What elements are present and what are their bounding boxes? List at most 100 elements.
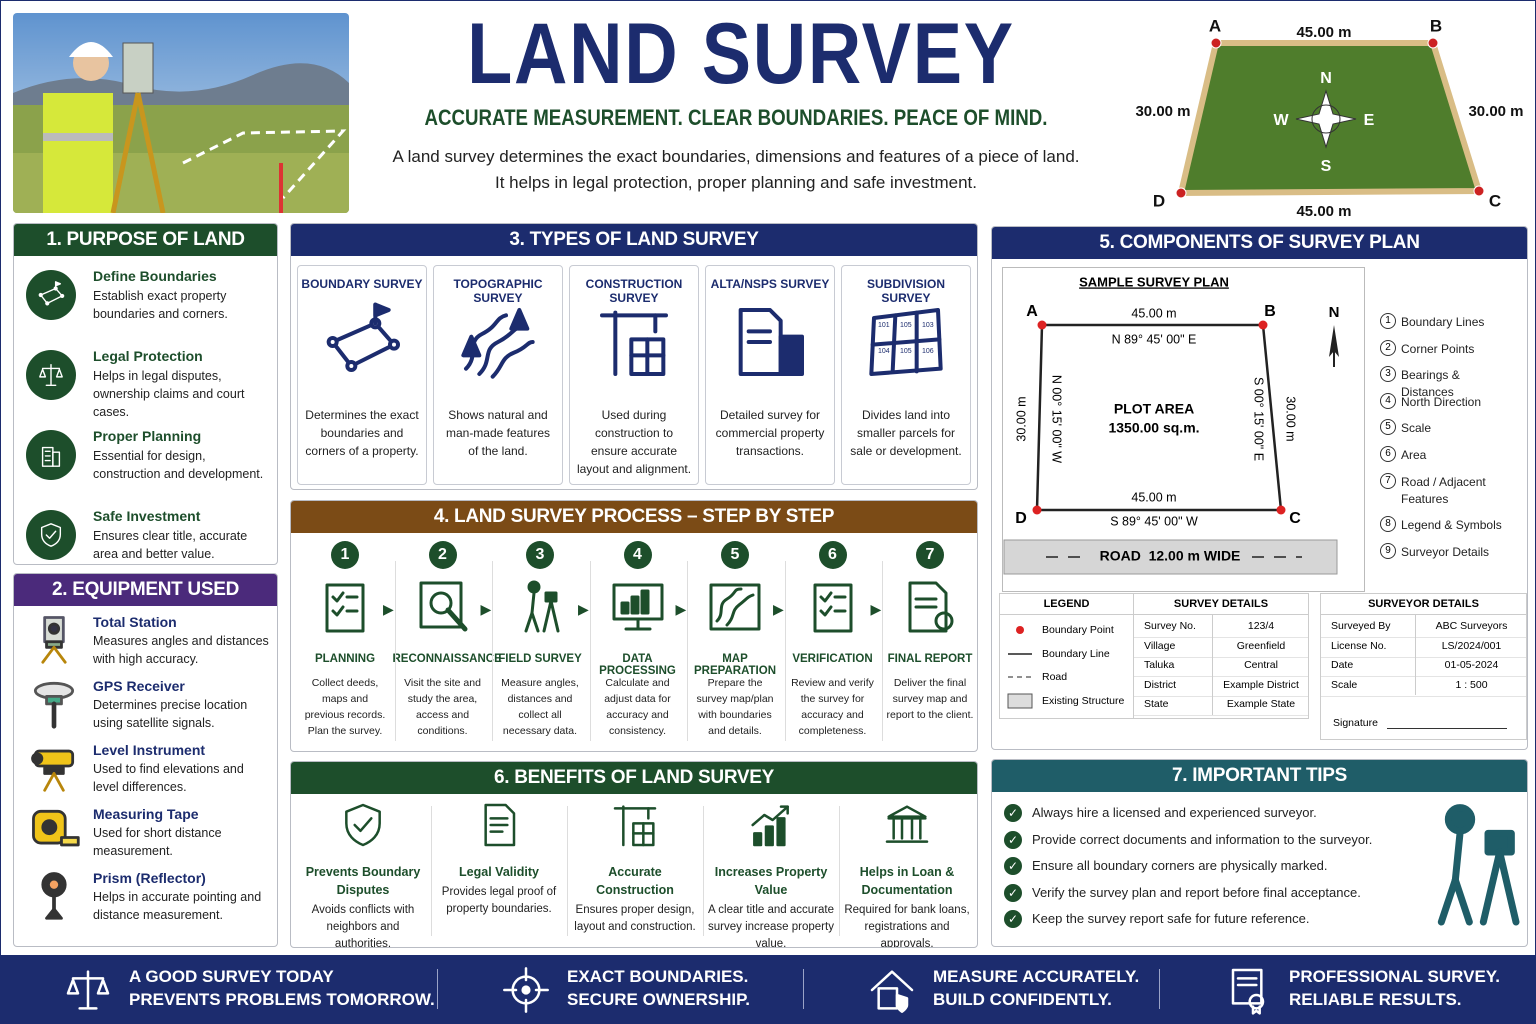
- divider: [567, 806, 568, 936]
- divider: [703, 806, 704, 936]
- graphic: [613, 805, 657, 847]
- table-rule: [1321, 614, 1526, 615]
- compass-ring: [1311, 104, 1341, 134]
- step-text: Calculate and adjust data for accuracy a…: [604, 677, 671, 737]
- graphic: [870, 970, 914, 992]
- parcel-label: 106: [922, 348, 934, 355]
- type-card: SUBDIVISION SURVEY Divides land into smal…: [841, 265, 971, 485]
- footer-text: SECURE OWNERSHIP.: [567, 990, 750, 1009]
- graphic: [819, 591, 832, 603]
- step-divider: [394, 561, 396, 741]
- table-row-rule: [1134, 695, 1308, 697]
- step: 3 FIELD SURVEY Measure angles, distances a…: [492, 541, 588, 741]
- parcel-label: 104: [878, 348, 890, 355]
- plan-label: S 89° 45' 00" W: [1110, 514, 1198, 528]
- benefit: Legal Validity Provides legal proof of pr…: [433, 800, 565, 942]
- graphic: [1451, 876, 1473, 926]
- icon: [26, 610, 82, 671]
- table-row-rule: [1321, 695, 1526, 697]
- main-title: LAND SURVEY: [467, 6, 1015, 102]
- graphic: [445, 607, 467, 632]
- graphic: [600, 310, 668, 376]
- footer-text: PREVENTS PROBLEMS TOMORROW.: [129, 990, 435, 1009]
- step-divider: [687, 561, 688, 741]
- section-title: 5. COMPONENTS OF SURVEY PLAN: [992, 227, 1527, 259]
- graphic: [887, 805, 927, 818]
- graphic: [43, 93, 113, 213]
- corner-point: [1032, 505, 1042, 515]
- icon: [608, 577, 668, 642]
- section-title: 7. IMPORTANT TIPS: [992, 760, 1527, 792]
- item-title: Proper Planning: [93, 428, 202, 444]
- tip: Verify the survey plan and report before…: [1032, 884, 1361, 900]
- graphic: [877, 987, 899, 1010]
- graphic: [52, 645, 67, 664]
- section: 3. TYPES OF LAND SURVEY BOUNDARY SURVEY De…: [290, 223, 978, 490]
- graphic: [461, 334, 482, 358]
- corner-point: [1175, 187, 1187, 199]
- graphic: [325, 583, 365, 633]
- benefit-title: Legal Validity: [459, 865, 539, 879]
- graphic: [1437, 804, 1520, 926]
- arrow: ▶: [383, 601, 394, 617]
- footer-text: MEASURE ACCURATELY.: [933, 967, 1140, 986]
- step-title: FINAL REPORT: [887, 653, 973, 665]
- table-row-rule: [1321, 637, 1526, 638]
- area: 1350.00 sq.m.: [1108, 420, 1199, 436]
- table-value: 1 : 500: [1455, 678, 1488, 691]
- item-title: Measuring Tape: [93, 806, 199, 822]
- footer-text: A GOOD SURVEY TODAY: [129, 967, 334, 986]
- footer-divider: [803, 969, 804, 1009]
- graphic: [530, 611, 540, 633]
- footer-text: PROFESSIONAL SURVEY.: [1289, 967, 1500, 986]
- table-key: State: [1144, 698, 1169, 710]
- graphic: [43, 772, 56, 792]
- icon: [594, 302, 674, 387]
- compass-label: S: [1321, 158, 1332, 175]
- graphic: [870, 337, 942, 347]
- graphic: [779, 805, 789, 815]
- graphic: [38, 281, 65, 306]
- graphic: [530, 591, 536, 615]
- step-title: MAP PREPARATION: [694, 653, 776, 677]
- graphic: [1451, 829, 1464, 884]
- graphic: [1479, 848, 1504, 926]
- item-text: Measures angles and distances with high …: [93, 634, 269, 666]
- graphic: [45, 530, 57, 539]
- arrow: ▶: [480, 601, 492, 617]
- table-title: SURVEYOR DETAILS: [1368, 598, 1479, 610]
- item-text: Helps in accurate pointing and distance …: [93, 890, 262, 922]
- table-value: Greenfield: [1236, 639, 1286, 652]
- corner-point: [1037, 320, 1047, 330]
- graphic: [40, 523, 62, 547]
- plot-diagram: A B C D 45.00 m 45.00 m 30.00 m 30.00 m N E S W: [1135, 16, 1523, 219]
- icon: [867, 965, 917, 1020]
- table-rule: [1134, 614, 1308, 615]
- icon: [458, 302, 538, 387]
- component-label: Surveyor Details: [1401, 544, 1490, 559]
- icon: [37, 441, 65, 474]
- graphic: [40, 287, 63, 305]
- component-number: 8: [1380, 516, 1396, 533]
- icon: [510, 577, 570, 642]
- section-title: 4. LAND SURVEY PROCESS – STEP BY STEP: [291, 501, 977, 533]
- graphic: [725, 593, 755, 627]
- graphic: [345, 360, 358, 372]
- table-col-rule: [1212, 615, 1213, 715]
- north-label: N: [1329, 304, 1340, 321]
- table-col-rule: [1415, 615, 1416, 695]
- icon: [26, 738, 82, 799]
- table-key: Village: [1144, 639, 1176, 652]
- section: 7. IMPORTANT TIPS ✓ Always hire a licensed…: [991, 759, 1528, 947]
- photo: [13, 13, 349, 213]
- graphic: [279, 163, 283, 213]
- icon: [26, 802, 82, 863]
- step-title: FIELD SURVEY: [498, 653, 582, 665]
- footer-divider: [1159, 969, 1160, 1009]
- area-label: PLOT AREA: [1114, 401, 1194, 417]
- arrow: ▶: [870, 601, 882, 617]
- component-label: Scale: [1401, 421, 1432, 436]
- graphic: [813, 583, 852, 633]
- type-card: TOPOGRAPHIC SURVEY Shows natural and man-…: [433, 265, 563, 485]
- component-number: 5: [1380, 419, 1396, 436]
